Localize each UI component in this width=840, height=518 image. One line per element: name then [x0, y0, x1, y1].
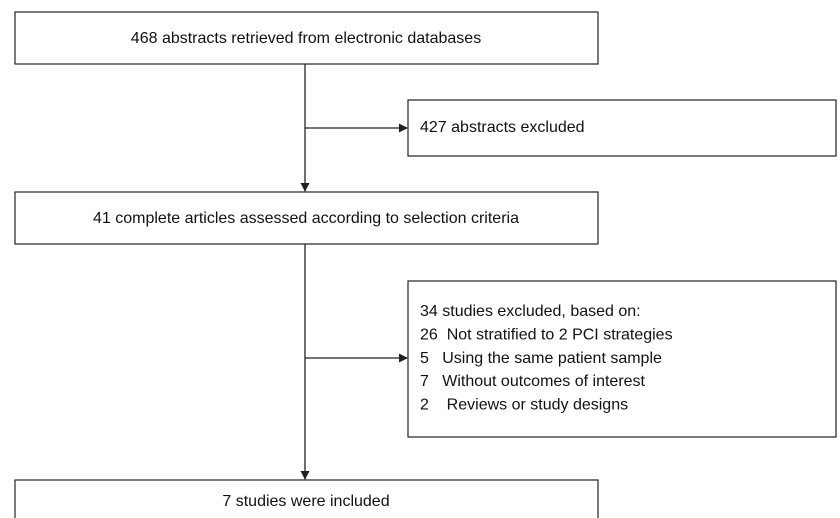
box-line: 7 Without outcomes of interest	[420, 373, 646, 390]
box	[407, 99, 837, 157]
box-line: 26 Not stratified to 2 PCI strategies	[420, 327, 673, 344]
box-lines: 34 studies excluded, based on: 26 Not str…	[420, 303, 673, 413]
box-line: 5 Using the same patient sample	[420, 350, 662, 367]
box	[14, 11, 599, 65]
box-label: 468 abstracts retrieved from electronic …	[131, 30, 481, 47]
box-line: 2 Reviews or study designs	[420, 396, 628, 413]
box-label: 41 complete articles assessed according …	[93, 210, 519, 227]
box	[14, 479, 599, 518]
box-line: 34 studies excluded, based on:	[420, 303, 641, 320]
box	[14, 191, 599, 245]
box-label: 7 studies were included	[222, 493, 389, 510]
box-label: 427 abstracts excluded	[420, 119, 585, 136]
box	[407, 280, 837, 438]
